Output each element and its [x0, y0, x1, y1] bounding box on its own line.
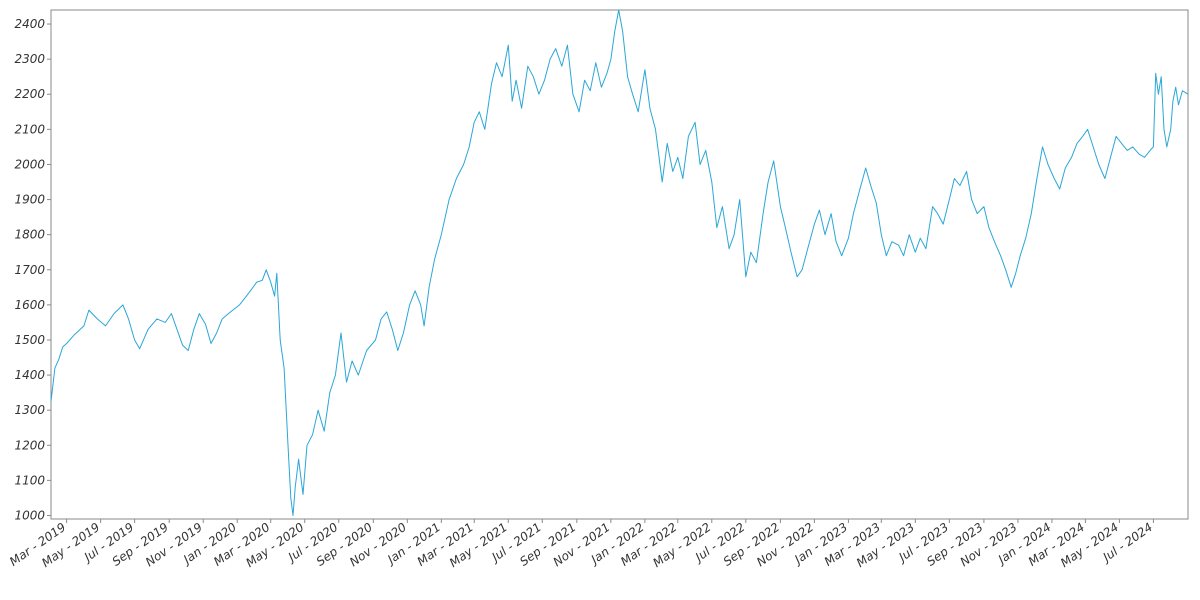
y-tick-label: 1400 [14, 368, 45, 382]
y-tick-label: 1700 [14, 263, 45, 277]
series-line-0 [50, 9, 1189, 516]
y-tick-label: 2000 [14, 157, 45, 171]
y-tick-label: 2400 [14, 17, 45, 31]
y-axis: 1000 1100 1200 1300 1400 1500 1600 1700 1800 1900… [14, 17, 51, 522]
y-tick-label: 1000 [14, 508, 45, 522]
y-tick-label: 1900 [14, 193, 45, 207]
plot-area-frame [50, 9, 1189, 520]
y-tick-label: 1500 [14, 333, 45, 347]
y-tick-label: 2300 [14, 52, 45, 66]
y-tick-label: 1300 [14, 403, 45, 417]
y-tick-label: 1200 [14, 438, 45, 452]
y-tick-label: 1600 [14, 298, 45, 312]
y-tick-label: 2100 [14, 122, 45, 136]
series-layer [50, 9, 1189, 516]
y-tick-label: 1100 [14, 473, 45, 487]
y-tick-label: 1800 [14, 228, 45, 242]
y-tick-label: 2200 [14, 87, 45, 101]
